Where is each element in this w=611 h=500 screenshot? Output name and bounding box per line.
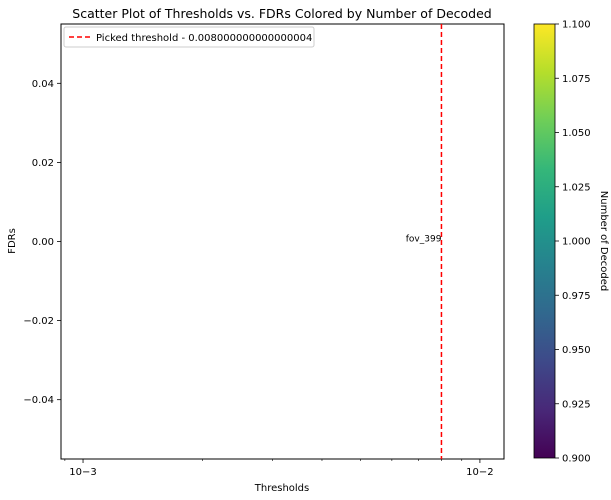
point-label: fov_399 (406, 235, 442, 245)
x-tick-label: 10−2 (466, 467, 493, 478)
x-axis-label: Thresholds (254, 483, 310, 494)
y-tick-label: 0.02 (32, 158, 54, 169)
colorbar-tick-label: 1.075 (562, 74, 591, 85)
plot-frame (60, 23, 505, 460)
x-tick-label: 10−3 (69, 467, 96, 478)
colorbar-tick-label: 1.100 (562, 20, 591, 31)
colorbar: 1.100 1.075 1.050 1.025 1.000 0.975 0.950 0.925… (533, 20, 609, 465)
legend-box (63, 26, 315, 48)
colorbar-tick-label: 1.025 (562, 182, 591, 193)
colorbar-tick-label: 0.925 (562, 399, 591, 410)
y-tick-label: −0.04 (23, 395, 54, 406)
plot-area: 10−3 10−2 0.04 0.02 0.00 −0.02 −0.04 fov_399 (23, 23, 505, 478)
x-axis-ticks: 10−3 10−2 (64, 459, 494, 478)
y-tick-label: 0.00 (32, 237, 54, 248)
colorbar-gradient (533, 23, 556, 459)
legend: Picked threshold - 0.008000000000000004 (63, 26, 315, 48)
y-axis-label: FDRs (7, 228, 18, 254)
colorbar-tick-label: 0.900 (562, 454, 591, 465)
colorbar-tick-label: 0.950 (562, 345, 591, 356)
chart-marks: fov_399 (406, 24, 443, 459)
y-tick-label: 0.04 (32, 79, 54, 90)
y-axis-ticks: 0.04 0.02 0.00 −0.02 −0.04 (23, 79, 61, 406)
chart-title: Scatter Plot of Thresholds vs. FDRs Colo… (72, 6, 491, 21)
colorbar-tick-label: 0.975 (562, 291, 591, 302)
colorbar-tick-label: 1.000 (562, 237, 591, 248)
colorbar-label: Number of Decoded (598, 191, 609, 291)
colorbar-tick-label: 1.050 (562, 128, 591, 139)
y-tick-label: −0.02 (23, 316, 54, 327)
legend-threshold-label: Picked threshold - 0.008000000000000004 (96, 33, 312, 44)
colorbar-ticks: 1.100 1.075 1.050 1.025 1.000 0.975 0.950 0.925… (555, 20, 591, 465)
